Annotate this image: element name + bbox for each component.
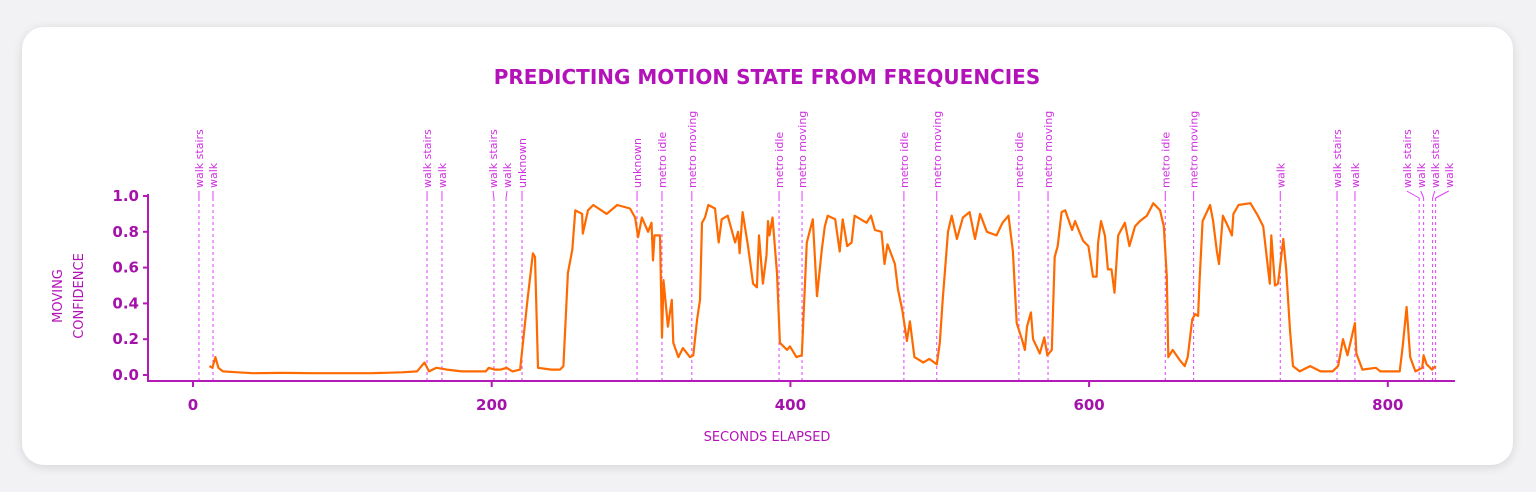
y-tick-label: 0.8 — [112, 223, 139, 241]
x-tick-label: 800 — [1372, 396, 1403, 414]
annotation-label: walk — [1415, 162, 1428, 188]
annotation-label: metro idle — [773, 132, 786, 188]
annotation-label: metro moving — [1042, 111, 1055, 188]
x-tick-label: 600 — [1073, 396, 1104, 414]
annotation-label: unknown — [516, 138, 529, 188]
annotation-label: walk stairs — [193, 129, 206, 188]
y-tick-label: 0.6 — [112, 259, 139, 277]
y-tick-label: 0.0 — [112, 366, 139, 384]
x-tick-label: 400 — [775, 396, 806, 414]
annotation-label: metro moving — [1188, 111, 1201, 188]
annotation-connector — [492, 190, 495, 199]
annotation-label: walk — [501, 162, 514, 188]
annotation-connector — [1432, 190, 1436, 199]
y-tick-label: 0.2 — [112, 330, 139, 348]
annotation-label: walk — [1274, 162, 1287, 188]
annotation-label: unknown — [631, 138, 644, 188]
annotation-label: metro idle — [656, 132, 669, 188]
annotation-label: metro moving — [796, 111, 809, 188]
annotations: walk stairs walk walk stairs walk walk stair… — [193, 111, 1456, 381]
annotation-label: walk stairs — [1331, 129, 1344, 188]
annotation-label: metro idle — [1159, 132, 1172, 188]
x-tick-label: 0 — [188, 396, 198, 414]
annotation-connector — [1435, 190, 1449, 199]
annotation-label: walk — [1349, 162, 1362, 188]
annotation-label: metro moving — [686, 111, 699, 188]
x-tick-label: 200 — [476, 396, 507, 414]
y-axis-title-line1: MOVING — [51, 269, 66, 323]
y-axis-title-line2: CONFIDENCE — [72, 253, 87, 339]
annotation-label: walk stairs — [487, 129, 500, 188]
annotation-label: metro idle — [898, 132, 911, 188]
series — [208, 202, 1437, 375]
axes: 0.0 0.2 0.4 0.6 0.8 1.0 0 200 400 600 800 — [112, 187, 1455, 414]
annotation-label: walk stairs — [1401, 129, 1414, 188]
x-axis-title: SECONDS ELAPSED — [704, 430, 831, 445]
annotation-label: walk — [1443, 162, 1456, 188]
series-line-moving-confidence — [208, 202, 1437, 375]
annotation-label: walk — [207, 162, 220, 188]
y-tick-label: 1.0 — [112, 187, 139, 205]
annotation-connector — [505, 190, 508, 199]
chart-title: PREDICTING MOTION STATE FROM FREQUENCIES — [494, 65, 1041, 89]
y-tick-label: 0.4 — [112, 294, 139, 312]
annotation-label: walk stairs — [1429, 129, 1442, 188]
annotation-label: walk — [436, 162, 449, 188]
annotation-connector — [1406, 190, 1420, 199]
annotation-connector — [1420, 190, 1425, 199]
annotation-label: walk stairs — [421, 129, 434, 188]
annotation-label: metro idle — [1013, 132, 1026, 188]
annotation-label: metro moving — [931, 111, 944, 188]
